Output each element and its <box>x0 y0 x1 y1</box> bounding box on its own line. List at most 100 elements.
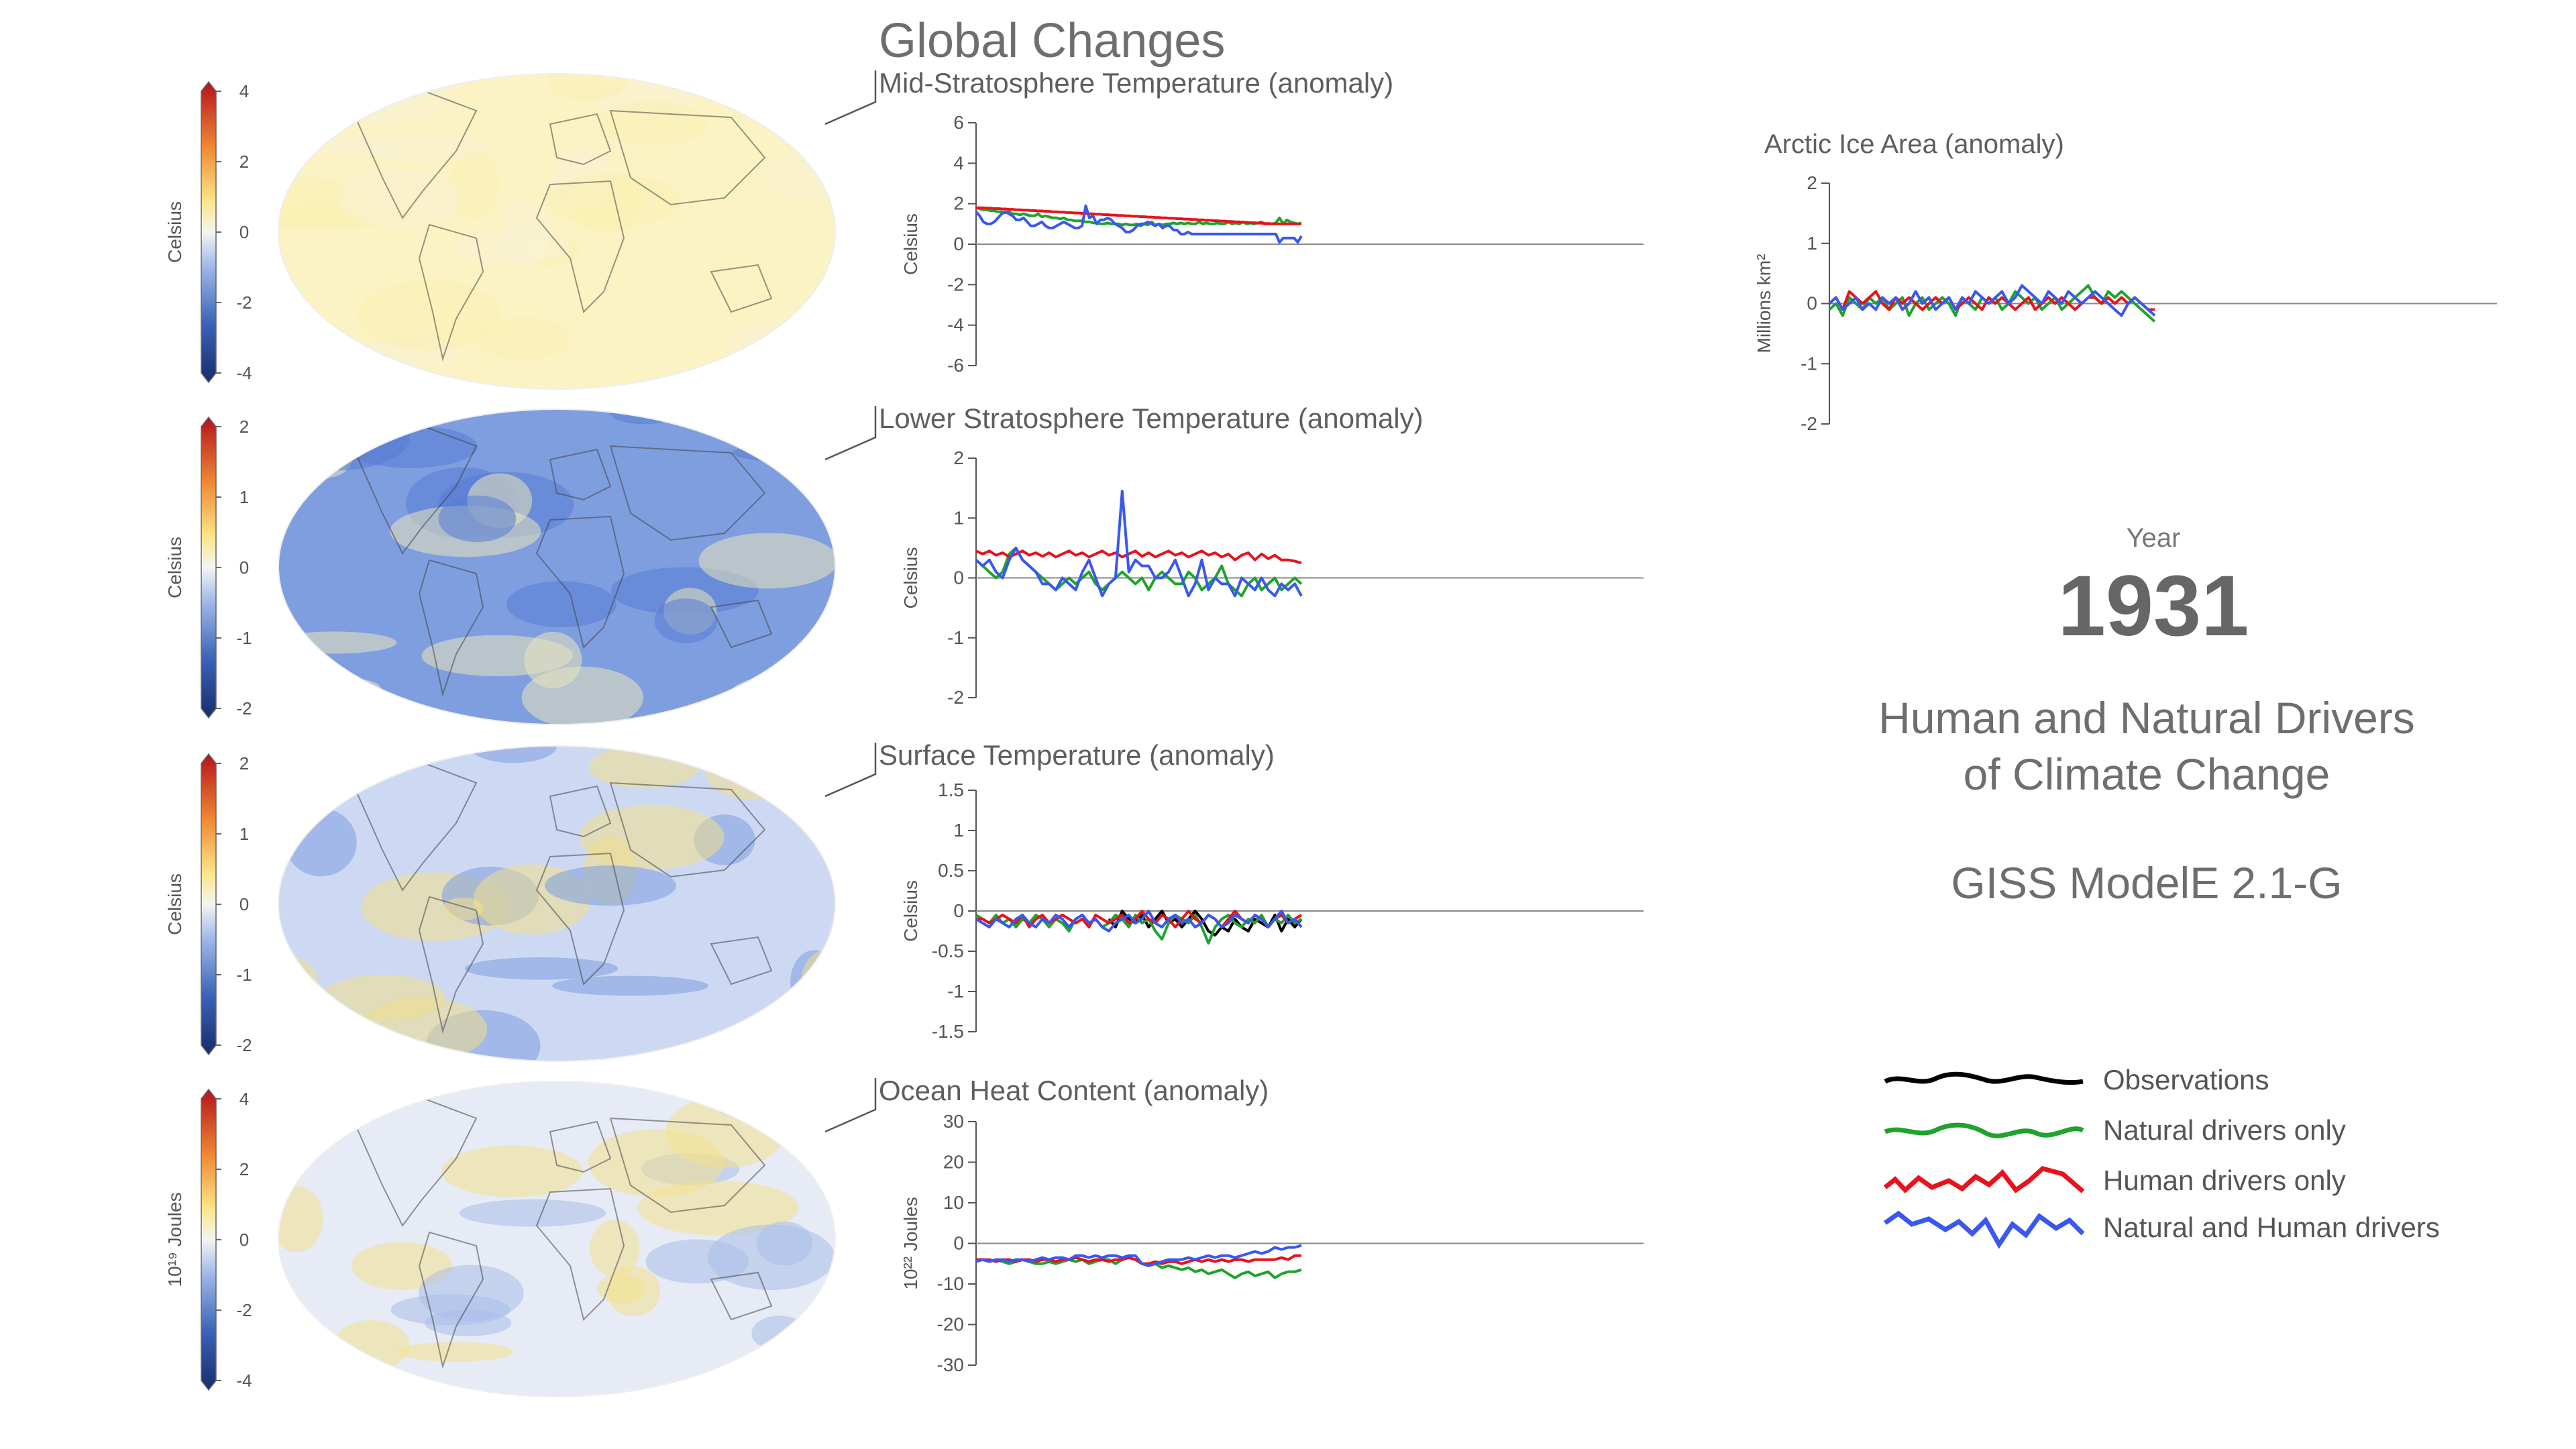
y-tick-label: 1 <box>1807 233 1817 254</box>
colorbar-tick: -2 <box>236 1300 252 1320</box>
legend-swatch-both <box>1883 1210 2085 1249</box>
y-tick-label: -30 <box>937 1354 964 1375</box>
series-line <box>975 910 1303 932</box>
colorbar-tick: 2 <box>239 753 249 773</box>
y-tick-label: 0 <box>953 1233 964 1254</box>
page-title: Global Changes <box>879 14 1226 68</box>
model-name: GISS ModelE 2.1-G <box>1951 858 2343 908</box>
y-tick-label: 20 <box>943 1152 964 1173</box>
y-tick-label: -2 <box>947 687 964 708</box>
legend-label: Natural drivers only <box>2103 1114 2346 1146</box>
colorbar-tick: 2 <box>239 417 249 437</box>
y-tick-label: 6 <box>953 112 964 133</box>
y-tick-label: -0.5 <box>932 941 964 961</box>
series-line <box>1828 284 2156 317</box>
panel-title: Surface Temperature (anomaly) <box>879 739 1275 771</box>
colorbar-label: Celsius <box>164 873 185 935</box>
legend-label: Natural and Human drivers <box>2103 1212 2440 1243</box>
series-line <box>975 549 1302 565</box>
legend-label: Observations <box>2103 1064 2269 1095</box>
colorbar-tick: -4 <box>236 1371 252 1391</box>
subtitle-line-1: Human and Natural Drivers <box>1878 693 2415 743</box>
y-tick-label: -10 <box>937 1273 964 1294</box>
colorbar-tick: 1 <box>239 824 249 844</box>
chart-2: 2 1 0 -1 -2 Celsius <box>900 447 1644 708</box>
y-tick-label: 0 <box>953 233 964 254</box>
colorbar-tick: -2 <box>236 292 252 313</box>
colorbar: 2 1 0 -1 -2 Celsius <box>164 416 252 719</box>
panel-1: 4 2 0 -2 -4 Celsius Mid-Stratosphere Temperatu… <box>164 67 1393 390</box>
colorbar: 2 1 0 -1 -2 Celsius <box>164 753 252 1056</box>
panel-title: Ocean Heat Content (anomaly) <box>879 1075 1269 1106</box>
y-tick-label: 10 <box>943 1192 964 1213</box>
panel-title: Lower Stratosphere Temperature (anomaly) <box>879 402 1424 434</box>
colorbar-tick: -1 <box>236 628 252 648</box>
y-tick-label: 2 <box>953 447 964 468</box>
colorbar-tick: 2 <box>239 152 249 172</box>
year-label: Year <box>2126 523 2181 553</box>
colorbar-tick: 2 <box>239 1159 249 1179</box>
colorbar-tick: -2 <box>236 698 252 718</box>
series-line <box>975 204 1303 244</box>
colorbar-tick: -4 <box>236 363 252 383</box>
world-map <box>278 1081 836 1397</box>
panel-2: 2 1 0 -1 -2 Celsius Lower Stratosphere Tempera… <box>164 402 1424 725</box>
legend-item-both: Natural and Human drivers <box>1882 1208 2440 1249</box>
y-tick-label: 2 <box>953 193 964 214</box>
chart-3: 1.5 1 0.5 0 -0.5 -1 -1.5 Celsius <box>900 780 1644 1042</box>
colorbar: 4 2 0 -2 -4 Celsius <box>164 80 252 384</box>
colorbar-tick: -1 <box>236 965 252 985</box>
legend-item-observations: Observations <box>1882 1060 2269 1100</box>
colorbar-tick: 0 <box>239 222 249 242</box>
legend-swatch-observations <box>1884 1071 2084 1085</box>
legend-swatch-natural <box>1884 1122 2084 1138</box>
y-tick-label: -2 <box>947 274 964 294</box>
series-line <box>975 490 1303 598</box>
y-tick-label: -1 <box>1801 353 1817 374</box>
y-tick-label: 2 <box>1807 172 1817 193</box>
colorbar-tick: 0 <box>239 557 249 578</box>
legend-label: Human drivers only <box>2103 1165 2346 1196</box>
y-tick-label: -1 <box>947 627 964 648</box>
series-line <box>975 914 1303 945</box>
panel-title: Mid-Stratosphere Temperature (anomaly) <box>879 67 1393 99</box>
legend-item-natural: Natural drivers only <box>1882 1110 2346 1150</box>
panel-3: 2 1 0 -1 -2 Celsius Surface Temperature (anoma… <box>164 739 1275 1062</box>
y-tick-label: -1.5 <box>932 1021 964 1042</box>
colorbar-tick: 4 <box>239 1089 249 1109</box>
year-value: 1931 <box>2057 558 2249 654</box>
series-line <box>975 1244 1302 1267</box>
chart-1: 6 4 2 0 -2 -4 -6 Celsius <box>900 112 1644 376</box>
colorbar-label: Celsius <box>164 537 185 598</box>
y-tick-label: -4 <box>947 315 964 335</box>
colorbar-tick: 0 <box>239 894 249 914</box>
colorbar: 4 2 0 -2 -4 10¹⁹ Joules <box>164 1088 252 1391</box>
y-axis-label: Celsius <box>900 213 921 275</box>
y-axis-label: Millions km² <box>1754 254 1774 354</box>
chart-title: Arctic Ice Area (anomaly) <box>1764 129 2064 159</box>
y-tick-label: 0 <box>953 568 964 588</box>
legend-item-human: Human drivers only <box>1882 1161 2346 1201</box>
legend-swatch-human <box>1883 1166 2085 1193</box>
colorbar-tick: 1 <box>239 487 249 507</box>
y-tick-label: -6 <box>947 355 964 376</box>
y-tick-label: 0 <box>953 900 964 921</box>
y-tick-label: 0.5 <box>938 860 964 881</box>
y-tick-label: 0 <box>1807 293 1817 314</box>
y-axis-label: Celsius <box>900 880 921 942</box>
y-axis-label: 10²² Joules <box>900 1197 921 1290</box>
chart-5: 2 1 0 -1 -2 Millions km² Arctic Ice Area (anom… <box>1754 129 2497 434</box>
colorbar-label: Celsius <box>164 201 185 263</box>
world-map <box>278 409 836 725</box>
y-tick-label: 30 <box>943 1111 964 1132</box>
y-tick-label: 1 <box>953 507 964 528</box>
world-map <box>278 73 836 390</box>
series-line <box>976 206 1301 225</box>
subtitle-line-2: of Climate Change <box>1963 749 2330 799</box>
world-map <box>278 745 836 1062</box>
y-tick-label: -2 <box>1801 413 1817 434</box>
y-tick-label: 1 <box>953 820 964 841</box>
chart-4: 30 20 10 0 -10 -20 -30 10²² Joules <box>900 1111 1644 1375</box>
